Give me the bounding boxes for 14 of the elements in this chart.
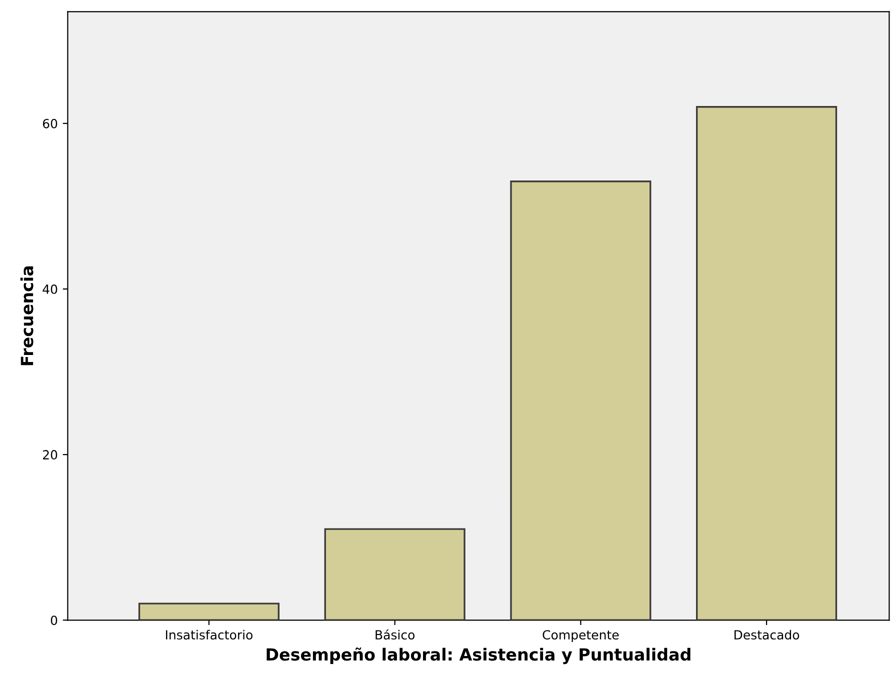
bar bbox=[138, 602, 280, 620]
bar bbox=[696, 106, 838, 620]
bar bbox=[510, 180, 652, 620]
y-tick-label: 40 bbox=[42, 284, 58, 294]
y-tick-label: 60 bbox=[42, 118, 58, 128]
x-tick-label: Insatisfactorio bbox=[166, 630, 252, 640]
y-tick-label: 0 bbox=[50, 616, 58, 626]
x-tick-label: Competente bbox=[542, 630, 619, 642]
bar bbox=[324, 528, 466, 620]
y-tick-label: 20 bbox=[43, 450, 58, 460]
x-tick-label: Destacado bbox=[734, 630, 800, 640]
x-axis-title: Desempeño laboral: Asistencia y Puntualidad bbox=[266, 648, 690, 664]
y-axis-title: Frecuencia bbox=[20, 266, 34, 366]
x-tick-label: Básico bbox=[376, 629, 415, 640]
